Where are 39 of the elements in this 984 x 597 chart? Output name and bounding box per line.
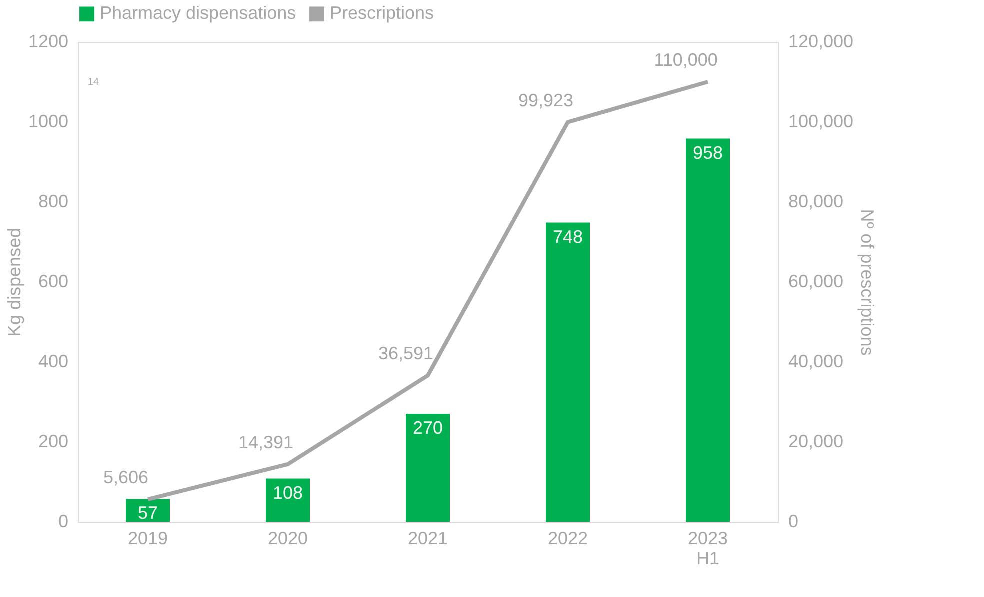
y-axis-title: Kg dispensed — [4, 228, 24, 338]
bar — [686, 138, 730, 522]
x-tick-label: 2021 — [408, 528, 448, 548]
y2-tick-label: 100,000 — [788, 112, 854, 132]
data-label: 57 — [138, 503, 158, 524]
data-label: 958 — [692, 142, 724, 163]
y2-tick-label: 120,000 — [788, 32, 854, 52]
y-tick-label: 1200 — [28, 32, 68, 52]
data-label: 36,591 — [378, 344, 434, 364]
x-tick-label: 2023 H1 — [688, 528, 728, 568]
y2-tick-label: 0 — [788, 512, 799, 532]
legend-label: Prescriptions — [330, 3, 434, 24]
bar — [126, 499, 170, 522]
data-label: 99,923 — [518, 90, 574, 110]
y2-tick-label: 80,000 — [788, 192, 844, 212]
bar — [546, 222, 590, 522]
x-tick-label: 2019 — [128, 528, 168, 548]
y2-tick-label: 40,000 — [788, 352, 844, 372]
bar — [406, 414, 450, 522]
data-label: 5,606 — [103, 468, 149, 488]
data-label: 14,391 — [238, 432, 294, 452]
x-tick-label: 2020 — [268, 528, 308, 548]
y2-tick-label: 60,000 — [788, 272, 844, 292]
y-tick-label: 400 — [38, 352, 68, 372]
data-label: 108 — [272, 482, 304, 503]
bar — [266, 478, 310, 522]
y-tick-label: 1000 — [28, 112, 68, 132]
data-label: 110,000 — [654, 50, 718, 70]
data-label: 270 — [412, 418, 444, 438]
x-tick-label: 2022 — [548, 528, 588, 548]
data-label: 748 — [552, 226, 584, 247]
y-tick-label: 600 — [38, 272, 68, 292]
y-tick-label: 200 — [38, 432, 68, 452]
legend-label: Pharmacy dispensations — [100, 3, 296, 24]
y-tick-label: 0 — [58, 512, 68, 532]
annotation: 14 — [88, 77, 100, 88]
y-tick-label: 800 — [38, 192, 68, 212]
y2-axis-title: Nº of prescriptions — [858, 209, 878, 356]
y2-tick-label: 20,000 — [788, 432, 844, 452]
